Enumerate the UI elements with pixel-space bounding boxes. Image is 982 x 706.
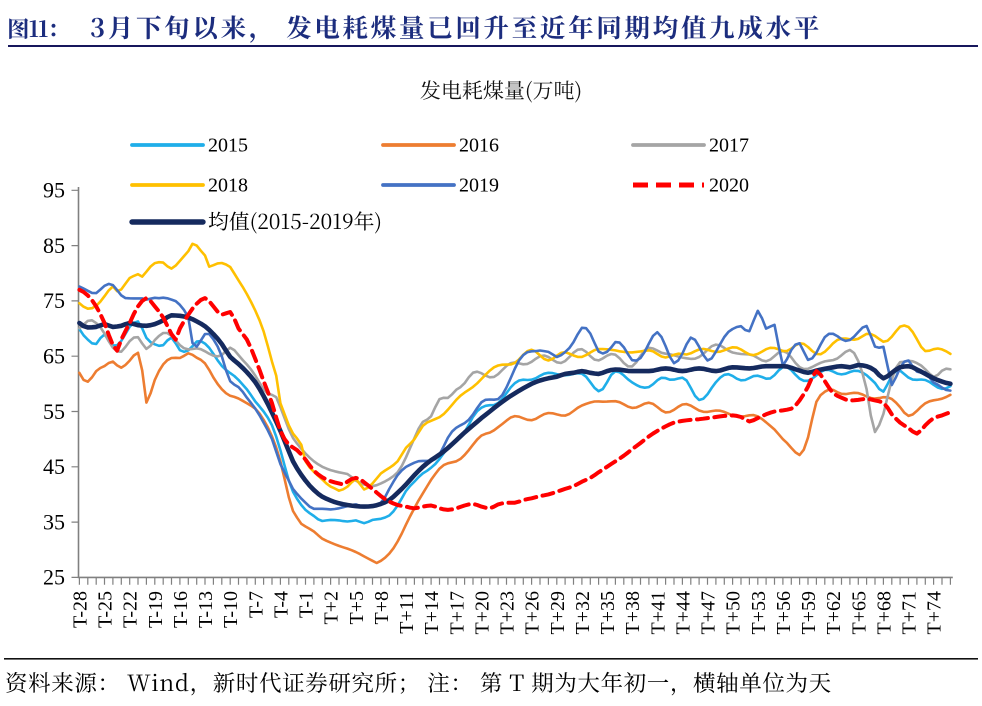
svg-text:T+62: T+62 [823, 591, 845, 635]
svg-text:T+68: T+68 [873, 591, 895, 635]
svg-text:T-25: T-25 [95, 591, 117, 628]
svg-text:85: 85 [43, 233, 65, 258]
svg-text:T+50: T+50 [723, 591, 745, 635]
svg-text:T-13: T-13 [195, 591, 217, 628]
svg-text:T+53: T+53 [748, 591, 770, 635]
svg-text:T+41: T+41 [647, 591, 669, 635]
svg-text:T-28: T-28 [69, 591, 91, 628]
svg-text:T+38: T+38 [622, 591, 644, 635]
svg-text:T+59: T+59 [798, 591, 820, 635]
svg-text:T+20: T+20 [471, 591, 493, 635]
svg-text:35: 35 [43, 509, 65, 534]
svg-text:95: 95 [43, 178, 65, 203]
svg-text:45: 45 [43, 454, 65, 479]
svg-text:T+44: T+44 [672, 591, 694, 635]
svg-text:T+23: T+23 [497, 591, 519, 635]
svg-text:65: 65 [43, 344, 65, 369]
svg-text:T+65: T+65 [848, 591, 870, 635]
svg-text:2020: 2020 [709, 175, 749, 197]
svg-text:T-10: T-10 [220, 591, 242, 628]
svg-text:2017: 2017 [709, 135, 749, 157]
svg-text:2018: 2018 [208, 175, 248, 197]
svg-text:T-19: T-19 [145, 591, 167, 628]
svg-text:T+5: T+5 [346, 591, 368, 625]
svg-text:T+47: T+47 [698, 591, 720, 635]
svg-text:2019: 2019 [459, 175, 499, 197]
svg-text:T+17: T+17 [446, 591, 468, 635]
svg-text:T-1: T-1 [296, 591, 318, 618]
svg-text:T-4: T-4 [270, 591, 292, 618]
svg-text:T+8: T+8 [371, 591, 393, 625]
svg-text:55: 55 [43, 399, 65, 424]
svg-text:T-22: T-22 [120, 591, 142, 628]
svg-text:75: 75 [43, 288, 65, 313]
svg-text:2015: 2015 [208, 135, 248, 157]
svg-text:T+32: T+32 [572, 591, 594, 635]
svg-text:T+26: T+26 [522, 591, 544, 635]
svg-text:T-7: T-7 [245, 591, 267, 618]
svg-text:2016: 2016 [459, 135, 499, 157]
svg-text:T+14: T+14 [421, 591, 443, 635]
svg-text:T+35: T+35 [597, 591, 619, 635]
svg-text:T+74: T+74 [924, 591, 946, 635]
svg-text:T+11: T+11 [396, 591, 418, 634]
svg-text:T+2: T+2 [321, 591, 343, 625]
svg-text:T-16: T-16 [170, 591, 192, 628]
svg-text:T+71: T+71 [899, 591, 921, 635]
svg-text:T+56: T+56 [773, 591, 795, 635]
svg-text:25: 25 [43, 565, 65, 590]
svg-text:T+29: T+29 [547, 591, 569, 635]
